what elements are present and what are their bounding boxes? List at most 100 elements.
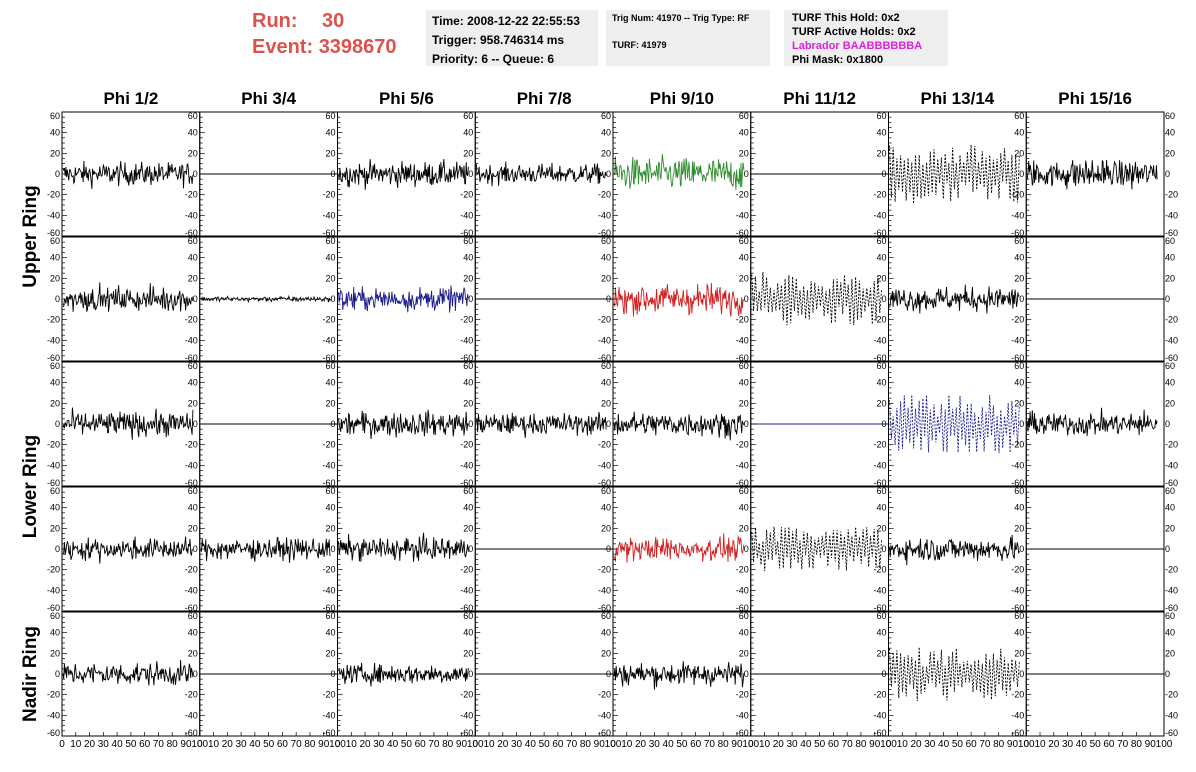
y-tick-label: 0 [330, 544, 335, 554]
y-tick-label-right: 0 [1165, 544, 1170, 554]
x-tick-label: 80 [304, 739, 316, 750]
waveform-trace [62, 407, 194, 440]
y-tick-label: -60 [185, 228, 198, 238]
event-label: Event: [252, 36, 314, 58]
y-tick-label: -20 [47, 690, 60, 700]
x-tick-label: 100 [329, 739, 346, 750]
x-tick-label: 40 [1076, 739, 1088, 750]
x-tick-label: 40 [938, 739, 950, 750]
y-tick-label-right: 20 [1165, 648, 1175, 658]
x-tick-label: 90 [594, 739, 606, 750]
y-tick-label: 60 [325, 611, 335, 621]
y-tick-label: -60 [185, 728, 198, 738]
y-tick-label: 20 [739, 648, 749, 658]
column-header: Phi 7/8 [517, 89, 572, 108]
waveform-trace [1026, 407, 1158, 437]
waveform-trace [200, 294, 332, 304]
y-tick-label: 40 [876, 378, 886, 388]
y-tick-label: 0 [1019, 169, 1024, 179]
x-tick-label: 60 [415, 739, 427, 750]
y-tick-label: 40 [601, 628, 611, 638]
y-tick-label: 40 [463, 503, 473, 513]
waveform-trace [1026, 159, 1158, 190]
waveform-trace [338, 662, 469, 687]
x-tick-label: 60 [690, 739, 702, 750]
y-tick-label: 60 [463, 111, 473, 121]
y-tick-label: -60 [1011, 353, 1024, 363]
y-tick-label: -20 [873, 565, 886, 575]
y-tick-label: 20 [325, 148, 335, 158]
y-tick-label: 0 [330, 169, 335, 179]
y-tick-label: -40 [322, 460, 335, 470]
y-tick-label: -20 [873, 690, 886, 700]
x-tick-label: 100 [1156, 739, 1173, 750]
y-tick-label: 40 [325, 503, 335, 513]
x-tick-label: 90 [318, 739, 330, 750]
y-tick-label-right: 20 [1165, 398, 1175, 408]
y-tick-label-right: -20 [1165, 440, 1178, 450]
x-tick-label: 80 [442, 739, 454, 750]
x-tick-label: 10 [1034, 739, 1046, 750]
y-tick-label: -20 [185, 690, 198, 700]
trig-num-text: Trig Num: 41970 -- Trig Type: RF [612, 13, 750, 23]
x-tick-label: 0 [335, 739, 341, 750]
y-tick-label-right: 0 [1165, 294, 1170, 304]
y-tick-label: -20 [1011, 565, 1024, 575]
labrador-text: Labrador BAABBBBBBA [792, 40, 923, 52]
y-tick-label: -40 [322, 710, 335, 720]
y-tick-label: 0 [468, 544, 473, 554]
y-tick-label-right: -60 [1165, 728, 1178, 738]
y-tick-label: -40 [460, 585, 473, 595]
x-tick-label: 50 [952, 739, 964, 750]
y-tick-label: 20 [463, 273, 473, 283]
y-tick-label-right: 60 [1165, 486, 1175, 496]
y-tick-label: 20 [463, 648, 473, 658]
y-tick-label: 60 [876, 111, 886, 121]
y-tick-label-right: -40 [1165, 335, 1178, 345]
x-tick-label: 70 [428, 739, 440, 750]
y-tick-label: 40 [188, 628, 198, 638]
y-tick-label: 40 [188, 128, 198, 138]
x-tick-label: 70 [291, 739, 303, 750]
run-event-box: Run: 30 Event: 3398670 [252, 8, 422, 60]
x-tick-label: 70 [153, 739, 165, 750]
y-tick-label: 20 [876, 148, 886, 158]
x-tick-label: 10 [483, 739, 495, 750]
y-tick-label: -60 [322, 228, 335, 238]
y-tick-label: -20 [736, 440, 749, 450]
y-tick-label: -20 [460, 565, 473, 575]
y-tick-label: 20 [601, 398, 611, 408]
x-tick-label: 30 [511, 739, 523, 750]
y-tick-label: 0 [468, 419, 473, 429]
y-tick-label: -20 [460, 440, 473, 450]
y-tick-label: -20 [322, 565, 335, 575]
y-tick-label: 40 [325, 253, 335, 263]
y-tick-label: 20 [50, 648, 60, 658]
x-tick-label: 0 [472, 739, 478, 750]
y-tick-label: 0 [193, 294, 198, 304]
waveform-trace [200, 536, 331, 563]
y-tick-label: -20 [598, 190, 611, 200]
y-tick-label: -40 [598, 210, 611, 220]
y-tick-label: 40 [325, 128, 335, 138]
y-tick-label: -40 [47, 210, 60, 220]
x-tick-label: 90 [869, 739, 881, 750]
y-tick-label: -40 [185, 710, 198, 720]
y-tick-label: -40 [1011, 460, 1024, 470]
y-tick-label: 0 [468, 669, 473, 679]
time-trigger-box: Time: 2008-12-22 22:55:53 Trigger: 958.7… [426, 10, 598, 66]
y-tick-label: 0 [606, 544, 611, 554]
x-tick-label: 50 [539, 739, 551, 750]
y-tick-label: -20 [873, 440, 886, 450]
y-tick-label: 40 [463, 253, 473, 263]
x-tick-label: 90 [456, 739, 468, 750]
waveform-trace [475, 411, 607, 438]
y-tick-label-right: 60 [1165, 611, 1175, 621]
x-tick-label: 50 [814, 739, 826, 750]
y-tick-label: -60 [460, 228, 473, 238]
y-tick-label: 40 [50, 503, 60, 513]
y-tick-label: 20 [463, 398, 473, 408]
y-tick-label: -20 [598, 565, 611, 575]
y-tick-label: 40 [1014, 503, 1024, 513]
time-text: Time: 2008-12-22 22:55:53 [432, 14, 580, 28]
